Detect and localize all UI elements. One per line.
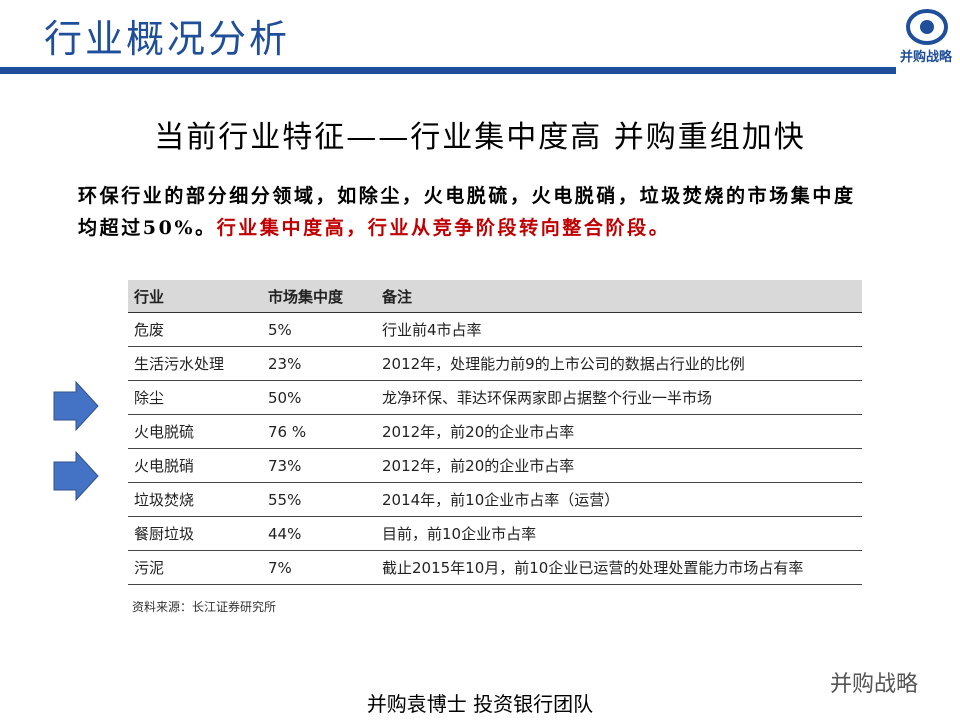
table-row: 火电脱硫 76 % 2012年，前20的企业市占率 bbox=[128, 414, 862, 449]
paragraph: 环保行业的部分细分领域，如除尘，火电脱硫，火电脱硝，垃圾焚烧的市场集中度均超过5… bbox=[78, 180, 868, 244]
table-cell: 44% bbox=[262, 516, 376, 551]
logo-text: 并购战略 bbox=[900, 50, 953, 65]
table-row: 污泥 7% 截止2015年10月，前10企业已运营的处理处置能力市场占有率 bbox=[128, 550, 862, 585]
subtitle: 当前行业特征——行业集中度高 并购重组加快 bbox=[154, 120, 806, 155]
header-cell: 市场集中度 bbox=[262, 280, 376, 313]
table-cell: 76 % bbox=[262, 414, 376, 449]
table-cell: 2012年，处理能力前9的上市公司的数据占行业的比例 bbox=[376, 346, 862, 381]
table-cell: 2012年，前20的企业市占率 bbox=[376, 448, 862, 483]
arrows bbox=[53, 380, 99, 502]
table-row: 垃圾焚烧 55% 2014年，前10企业市占率（运营） bbox=[128, 482, 862, 517]
table-cell: 截止2015年10月，前10企业已运营的处理处置能力市场占有率 bbox=[376, 550, 862, 585]
footer: 并购袁博士 投资银行团队 bbox=[366, 692, 594, 716]
table-cell: 火电脱硝 bbox=[128, 448, 262, 483]
table-cell: 50% bbox=[262, 380, 376, 415]
table-cell: 2012年，前20的企业市占率 bbox=[376, 414, 862, 449]
paragraph-highlight: 行业集中度高，行业从竞争阶段转向整合阶段。 bbox=[216, 217, 671, 239]
table-cell: 火电脱硫 bbox=[128, 414, 262, 449]
table-cell: 除尘 bbox=[128, 380, 262, 415]
logo-icon bbox=[906, 9, 948, 45]
header-cell: 备注 bbox=[376, 280, 862, 313]
table-cell: 2014年，前10企业市占率（运营） bbox=[376, 482, 862, 517]
table-cell: 7% bbox=[262, 550, 376, 585]
table-cell: 行业前4市占率 bbox=[376, 312, 862, 347]
table-row: 生活污水处理 23% 2012年，处理能力前9的上市公司的数据占行业的比例 bbox=[128, 346, 862, 381]
table-cell: 危废 bbox=[128, 312, 262, 347]
table-row: 餐厨垃圾 44% 目前，前10企业市占率 bbox=[128, 516, 862, 551]
title-bar bbox=[0, 67, 896, 74]
table-cell: 污泥 bbox=[128, 550, 262, 585]
title: 行业概况分析 bbox=[44, 17, 291, 61]
table-cell: 55% bbox=[262, 482, 376, 517]
table-cell: 23% bbox=[262, 346, 376, 381]
source: 资料来源：长江证券研究所 bbox=[132, 600, 277, 614]
table-cell: 73% bbox=[262, 448, 376, 483]
table-cell: 目前，前10企业市占率 bbox=[376, 516, 862, 551]
table-row: 危废 5% 行业前4市占率 bbox=[128, 312, 862, 347]
watermark: 并购战略 bbox=[830, 672, 919, 697]
table-row: 除尘 50% 龙净环保、菲达环保两家即占据整个行业一半市场 bbox=[128, 380, 862, 415]
table-cell: 垃圾焚烧 bbox=[128, 482, 262, 517]
table-cell: 餐厨垃圾 bbox=[128, 516, 262, 551]
table-cell: 龙净环保、菲达环保两家即占据整个行业一半市场 bbox=[376, 380, 862, 415]
table-row: 火电脱硝 73% 2012年，前20的企业市占率 bbox=[128, 448, 862, 483]
table-cell: 生活污水处理 bbox=[128, 346, 262, 381]
header-cell: 行业 bbox=[128, 280, 262, 313]
paragraph-text: 环保行业的部分细分领域，如除尘，火电脱硫，火电脱硝，垃圾焚烧的市场集中度均超过5… bbox=[78, 185, 856, 239]
data-table: 行业 市场集中度 备注 危废 5% 行业前4市占率 生活污水处理 23% 2012年，处理能力前… bbox=[128, 280, 862, 585]
table-cell: 5% bbox=[262, 312, 376, 347]
